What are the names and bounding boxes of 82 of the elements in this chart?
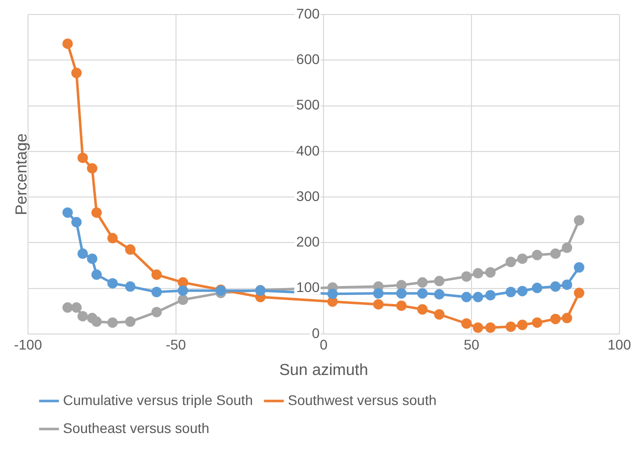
point — [417, 277, 428, 288]
x-tick-label: -100 — [14, 336, 42, 352]
point — [77, 248, 88, 259]
y-tick-label: 200 — [296, 234, 320, 250]
legend-label: Cumulative versus triple South — [63, 392, 253, 408]
x-tick-label: 50 — [464, 336, 480, 352]
point — [178, 294, 188, 306]
point — [485, 267, 496, 278]
point — [550, 281, 561, 292]
point — [62, 207, 73, 218]
point — [532, 250, 542, 260]
point — [91, 316, 102, 327]
point — [461, 271, 472, 282]
y-tick-label: 400 — [296, 142, 320, 158]
point — [91, 269, 102, 280]
point — [86, 163, 98, 174]
point — [472, 322, 484, 333]
point — [396, 300, 407, 311]
point — [373, 288, 384, 299]
point — [91, 207, 102, 218]
x-tick-label: 100 — [608, 336, 632, 352]
point — [472, 268, 484, 279]
point — [151, 306, 162, 318]
point — [434, 276, 445, 286]
y-tick-label: 700 — [296, 5, 320, 22]
point — [107, 317, 118, 328]
point — [574, 262, 584, 273]
point — [71, 302, 82, 313]
point — [417, 304, 428, 315]
point — [86, 253, 98, 264]
point — [62, 302, 73, 313]
y-tick-label: 600 — [296, 51, 320, 67]
point — [107, 232, 118, 244]
point — [574, 288, 584, 298]
point — [506, 321, 516, 332]
point — [71, 68, 82, 78]
y-tick-label: 300 — [296, 188, 320, 204]
point — [434, 309, 445, 320]
point — [71, 216, 82, 228]
point — [125, 281, 136, 292]
y-tick-label: 100 — [296, 279, 320, 296]
point — [550, 314, 561, 324]
point — [434, 289, 445, 300]
legend-label: Southwest versus south — [288, 392, 436, 408]
point — [125, 244, 136, 255]
point — [517, 320, 528, 330]
point — [562, 279, 572, 290]
point — [485, 322, 496, 333]
point — [151, 269, 162, 280]
point — [178, 277, 188, 288]
point — [532, 317, 542, 328]
x-axis-title: Sun azimuth — [279, 362, 368, 379]
point — [532, 282, 542, 294]
point — [562, 312, 572, 324]
point — [562, 242, 572, 253]
point — [62, 38, 73, 49]
point — [506, 286, 516, 298]
x-tick-label: -50 — [166, 336, 186, 352]
point — [77, 152, 88, 164]
point — [125, 316, 136, 327]
point — [107, 278, 118, 289]
point — [517, 253, 528, 264]
point — [574, 215, 584, 226]
point — [77, 310, 88, 322]
point — [396, 288, 407, 299]
y-tick-label: 500 — [296, 96, 320, 113]
y-axis-title: Percentage — [13, 133, 30, 216]
point — [151, 286, 162, 298]
point — [327, 288, 338, 300]
point — [506, 256, 516, 268]
point — [472, 292, 484, 302]
point — [178, 285, 188, 296]
point — [396, 280, 407, 290]
legend-label: Southeast versus south — [63, 420, 210, 436]
point — [517, 286, 528, 296]
point — [461, 292, 472, 302]
point — [373, 299, 384, 310]
point — [550, 248, 561, 259]
point — [417, 288, 428, 299]
point — [485, 290, 496, 300]
y-tick-label: 0 — [312, 324, 320, 341]
point — [461, 318, 472, 329]
